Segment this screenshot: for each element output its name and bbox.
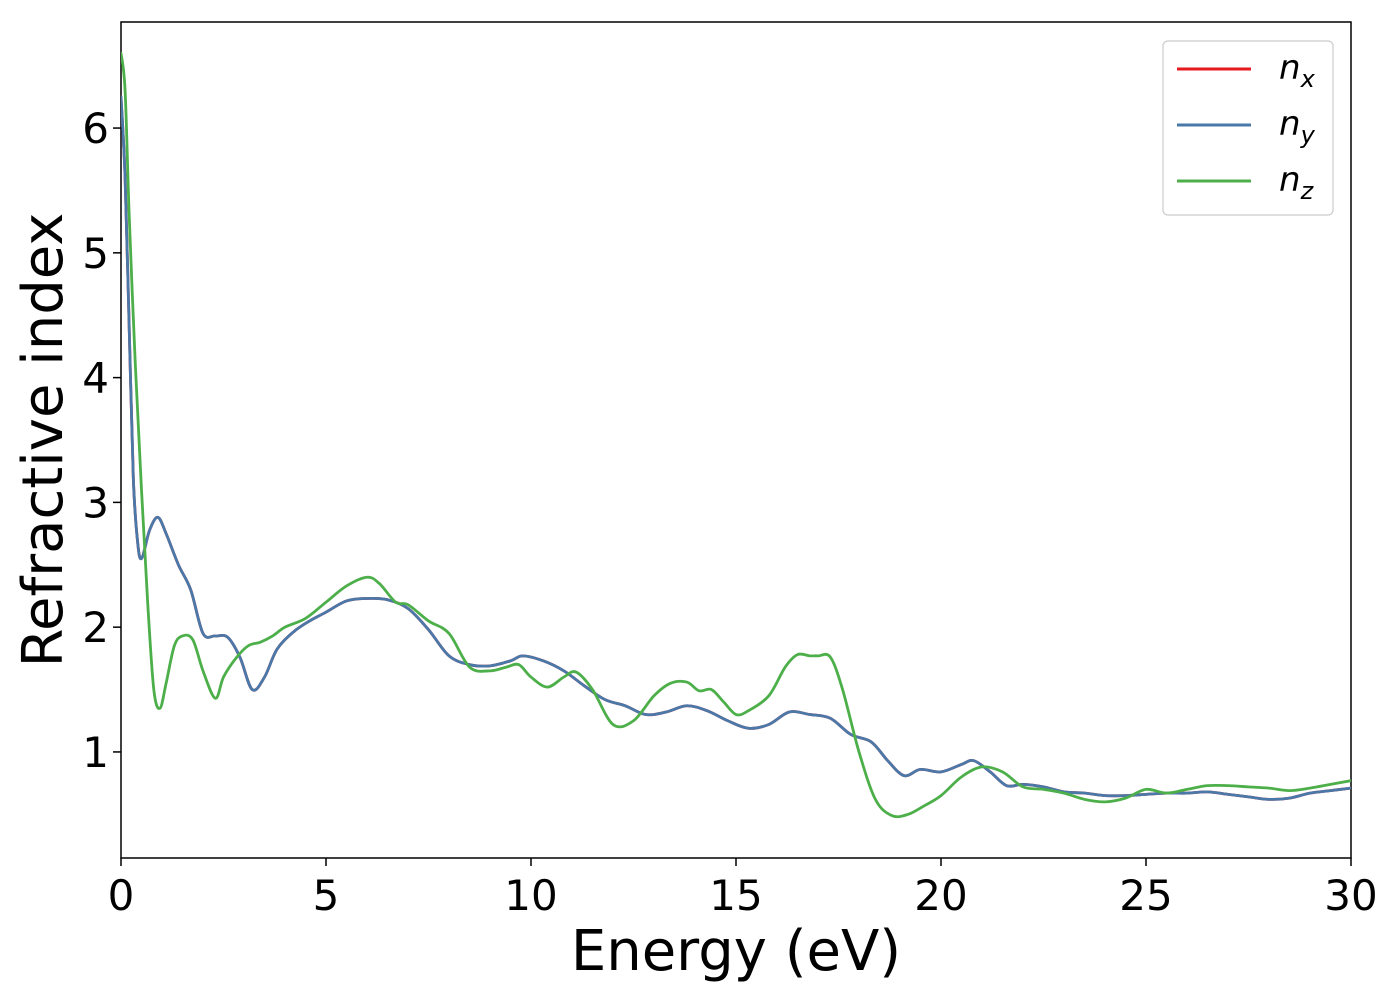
legend-label-n-z: nz [1279,160,1315,205]
x-tick-label: 15 [709,871,762,920]
y-tick-label: 5 [82,229,109,278]
y-axis-title: Refractive index [11,213,76,668]
x-tick-label: 20 [914,871,967,920]
y-tick-label: 6 [82,104,109,153]
series-line-n-y [121,95,1351,801]
x-axis-title: Energy (eV) [571,919,901,984]
plot-area [120,21,1352,859]
legend-label-n-y: ny [1279,104,1316,149]
x-tick-label: 5 [313,871,340,920]
legend-box [1162,40,1334,216]
x-axis: 0 5 10 15 20 25 30 [108,858,1378,920]
y-tick-label: 1 [82,728,109,777]
y-tick-label: 4 [82,354,109,403]
x-tick-label: 0 [108,871,135,920]
y-tick-label: 2 [82,603,109,652]
series-line-n-z [121,51,1351,819]
x-tick-label: 30 [1324,871,1377,920]
plot-frame [120,21,1352,859]
series-layer [121,51,1351,819]
x-tick-label: 10 [504,871,557,920]
legend-label-n-x: nx [1279,48,1316,93]
legend: nx ny nz [1162,40,1334,216]
y-tick-label: 3 [82,478,109,527]
y-axis: 1 2 3 4 5 6 [82,104,121,777]
x-tick-label: 25 [1119,871,1172,920]
